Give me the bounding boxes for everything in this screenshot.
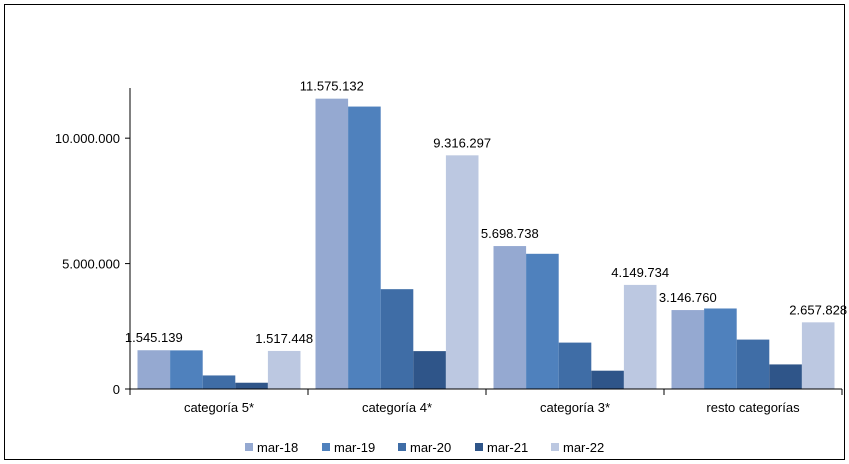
- bar-mar-19: [704, 308, 737, 389]
- bar-mar-22: [801, 322, 835, 389]
- legend-swatch-mar-21: [475, 443, 483, 451]
- legend-swatch-mar-22: [551, 443, 559, 451]
- data-label: 1.517.448: [255, 331, 313, 346]
- bar-mar-20: [202, 375, 236, 389]
- data-label: 9.316.297: [433, 135, 491, 150]
- bar-mar-21: [769, 364, 802, 389]
- bar-mar-18: [671, 310, 705, 389]
- legend-swatch-mar-20: [398, 443, 406, 451]
- bar-mar-19: [526, 253, 559, 389]
- legend-label: mar-19: [334, 440, 375, 455]
- x-tick-label: categoría 5*: [184, 400, 254, 415]
- bar-mar-22: [623, 284, 657, 389]
- bar-mar-20: [736, 339, 770, 389]
- bar-mar-19: [348, 106, 381, 389]
- bar-mar-20: [380, 289, 414, 389]
- x-tick-label: categoría 3*: [540, 400, 610, 415]
- bar-mar-19: [170, 350, 203, 389]
- bar-mar-20: [558, 342, 592, 389]
- x-tick-label: resto categorías: [706, 400, 800, 415]
- legend-label: mar-18: [257, 440, 298, 455]
- bar-mar-21: [591, 370, 624, 389]
- data-label: 4.149.734: [611, 265, 669, 280]
- data-label: 2.657.828: [789, 302, 847, 317]
- bar-mar-18: [315, 98, 349, 389]
- legend-label: mar-21: [487, 440, 528, 455]
- data-label: 11.575.132: [300, 79, 364, 94]
- y-tick-label: 10.000.000: [55, 131, 120, 146]
- bar-mar-22: [445, 155, 479, 389]
- bar-mar-21: [235, 382, 268, 389]
- legend-swatch-mar-18: [245, 443, 253, 451]
- data-label: 5.698.738: [481, 226, 539, 241]
- bar-mar-18: [137, 350, 171, 389]
- y-tick-label: 5.000.000: [62, 257, 120, 272]
- y-tick-label: 0: [113, 382, 120, 397]
- bar-mar-22: [267, 350, 301, 389]
- bar-mar-21: [413, 351, 446, 389]
- bar-mar-18: [493, 246, 527, 389]
- data-label: 3.146.760: [659, 290, 717, 305]
- data-label: 1.545.139: [125, 330, 183, 345]
- legend-label: mar-22: [563, 440, 604, 455]
- x-tick-label: categoría 4*: [362, 400, 432, 415]
- legend-label: mar-20: [410, 440, 451, 455]
- legend-swatch-mar-19: [322, 443, 330, 451]
